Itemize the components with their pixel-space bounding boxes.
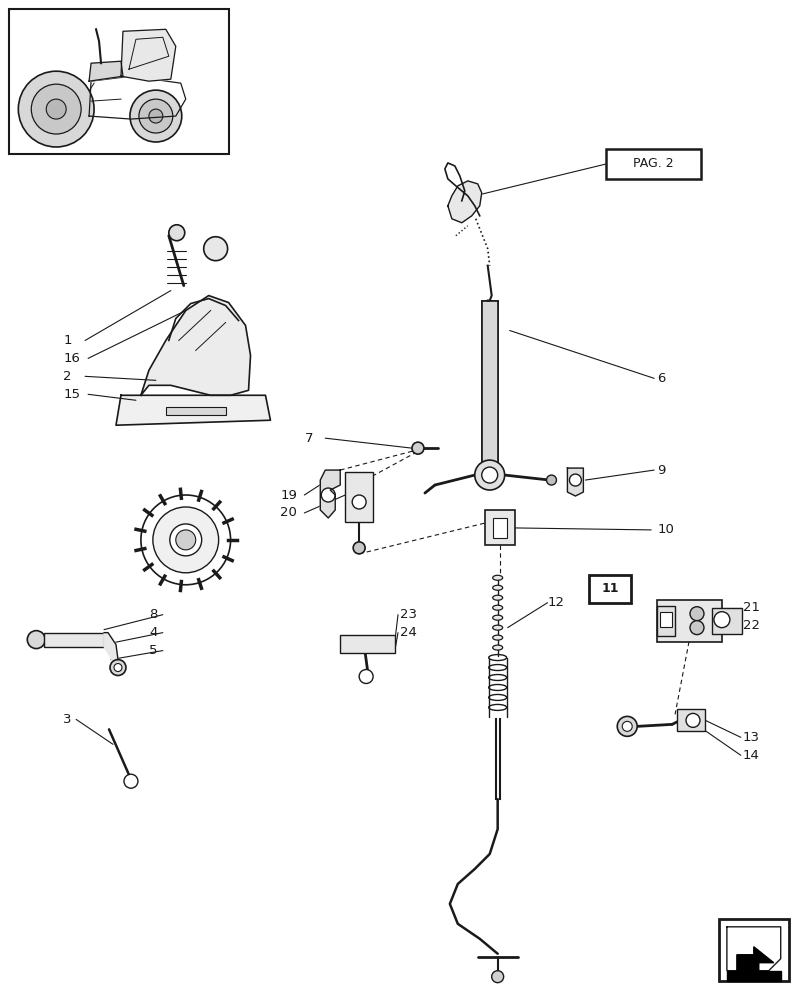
Text: 11: 11 [601, 582, 619, 595]
Circle shape [678, 711, 692, 725]
Text: 9: 9 [657, 464, 666, 477]
Bar [493, 518, 507, 538]
Circle shape [114, 664, 122, 672]
Circle shape [359, 670, 373, 683]
Text: 22: 22 [743, 619, 760, 632]
Circle shape [19, 71, 94, 147]
Circle shape [492, 971, 503, 983]
Circle shape [46, 99, 66, 119]
Text: 23: 23 [400, 608, 417, 621]
Circle shape [110, 660, 126, 676]
Bar [657, 606, 675, 636]
Circle shape [570, 474, 582, 486]
Polygon shape [320, 470, 340, 518]
Ellipse shape [493, 595, 503, 600]
Text: 6: 6 [657, 372, 666, 385]
Bar [589, 575, 631, 603]
Bar [712, 608, 742, 634]
Bar [166, 407, 225, 415]
Polygon shape [89, 76, 186, 119]
Circle shape [204, 237, 228, 261]
Text: 15: 15 [63, 388, 80, 401]
Bar [677, 709, 705, 731]
Text: 20: 20 [280, 506, 297, 519]
Polygon shape [104, 633, 118, 670]
Bar [10, 9, 229, 154]
Circle shape [153, 507, 219, 573]
Circle shape [352, 495, 366, 509]
Ellipse shape [493, 645, 503, 650]
Bar [657, 600, 722, 642]
Bar [44, 633, 104, 647]
Polygon shape [121, 29, 176, 81]
Ellipse shape [493, 605, 503, 610]
Circle shape [141, 495, 230, 585]
Circle shape [139, 99, 173, 133]
Circle shape [482, 467, 498, 483]
Bar [340, 635, 395, 653]
Text: 8: 8 [149, 608, 158, 621]
Text: 2: 2 [63, 370, 72, 383]
Polygon shape [737, 947, 774, 971]
Text: 3: 3 [63, 713, 72, 726]
Text: 14: 14 [743, 749, 760, 762]
Text: 13: 13 [743, 731, 760, 744]
Polygon shape [727, 927, 781, 971]
Ellipse shape [493, 635, 503, 640]
Circle shape [169, 225, 185, 241]
Circle shape [32, 84, 81, 134]
Circle shape [686, 713, 700, 727]
Text: 21: 21 [743, 601, 760, 614]
Circle shape [149, 109, 163, 123]
Text: 16: 16 [63, 352, 80, 365]
Polygon shape [448, 181, 482, 223]
Circle shape [546, 475, 557, 485]
Circle shape [176, 530, 196, 550]
Bar [345, 472, 373, 522]
Polygon shape [141, 296, 250, 395]
Polygon shape [567, 468, 583, 496]
Bar [606, 149, 701, 179]
Text: 24: 24 [400, 626, 417, 639]
Polygon shape [116, 395, 271, 425]
Text: 5: 5 [149, 644, 158, 657]
Text: PAG. 2: PAG. 2 [633, 157, 673, 170]
Circle shape [124, 774, 138, 788]
Bar [660, 612, 672, 627]
Circle shape [353, 542, 365, 554]
Ellipse shape [493, 575, 503, 580]
Bar [719, 919, 789, 981]
Circle shape [412, 442, 424, 454]
Text: 19: 19 [280, 489, 297, 502]
Text: 7: 7 [305, 432, 314, 445]
Circle shape [714, 612, 730, 628]
Circle shape [617, 716, 638, 736]
Circle shape [690, 621, 704, 635]
Text: 4: 4 [149, 626, 158, 639]
Circle shape [622, 721, 632, 731]
Circle shape [475, 460, 505, 490]
Text: 12: 12 [548, 596, 565, 609]
Ellipse shape [493, 585, 503, 590]
Circle shape [322, 488, 335, 502]
Polygon shape [727, 971, 781, 981]
Circle shape [170, 524, 202, 556]
Circle shape [27, 631, 45, 649]
Circle shape [690, 607, 704, 621]
Text: 1: 1 [63, 334, 72, 347]
Polygon shape [89, 61, 123, 81]
Text: 10: 10 [657, 523, 674, 536]
Bar [485, 510, 515, 545]
Ellipse shape [493, 615, 503, 620]
Circle shape [130, 90, 182, 142]
Bar [482, 301, 498, 475]
Ellipse shape [493, 625, 503, 630]
